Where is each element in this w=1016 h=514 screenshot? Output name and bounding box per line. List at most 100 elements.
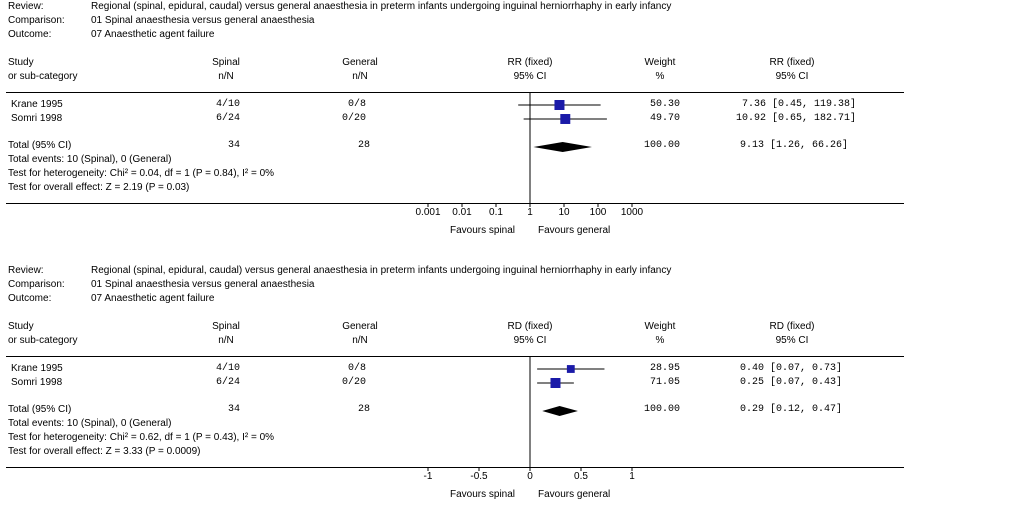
axis-tick-label: 1000 [621, 207, 644, 218]
header-measure: RR (fixed) [507, 57, 553, 68]
favours-right-label: Favours general [538, 225, 611, 236]
review-label: Review: [8, 265, 44, 276]
total-spinal: 34 [227, 140, 240, 151]
header-study-sub: or sub-category [8, 335, 78, 346]
axis-tick-label: -1 [424, 471, 433, 482]
forest-plot-svg: 0.001 0.01 0.1 1 10 100 1000 [415, 92, 644, 218]
forest-plot-panel-rd: Review: Regional (spinal, epidural, caud… [0, 264, 1016, 514]
study-weight: 28.95 [649, 363, 680, 374]
header-measure-2: RR (fixed) [769, 57, 815, 68]
overall-effect-test: Test for overall effect: Z = 2.19 (P = 0… [8, 182, 190, 193]
study-spinal-nn: 4/10 [215, 363, 240, 374]
axis-tick-label: -0.5 [470, 471, 488, 482]
heterogeneity-test: Test for heterogeneity: Chi² = 0.62, df … [8, 432, 275, 443]
outcome-label: Outcome: [8, 293, 52, 304]
study-spinal-nn: 6/24 [215, 377, 240, 388]
header-divider [6, 356, 904, 357]
header-spinal-nn: n/N [218, 71, 234, 82]
total-events: Total events: 10 (Spinal), 0 (General) [8, 154, 172, 165]
header-ci-2: 95% CI [775, 71, 809, 82]
outcome-label: Outcome: [8, 29, 52, 40]
total-general: 28 [357, 140, 370, 151]
header-measure: RD (fixed) [507, 321, 553, 332]
axis-tick-label: 1 [527, 207, 533, 218]
axis-tick-label: 100 [590, 207, 607, 218]
overall-effect-test: Test for overall effect: Z = 3.33 (P = 0… [8, 446, 201, 457]
bottom-divider [6, 467, 904, 468]
outcome-text: 07 Anaesthetic agent failure [91, 293, 215, 304]
axis-tick-label: 0.5 [574, 471, 588, 482]
axis-tick-label: 0.01 [452, 207, 472, 218]
header-weight: Weight [644, 321, 676, 332]
study-general-nn: 0/20 [341, 113, 366, 124]
review-label: Review: [8, 1, 44, 12]
header-spinal-nn: n/N [218, 335, 234, 346]
comparison-label: Comparison: [8, 279, 65, 290]
header-study-sub: or sub-category [8, 71, 78, 82]
total-spinal: 34 [227, 404, 240, 415]
axis-tick-label: 0.1 [489, 207, 503, 218]
header-general: General [342, 57, 378, 68]
study-marker [554, 100, 565, 110]
comparison-label: Comparison: [8, 15, 65, 26]
total-label: Total (95% CI) [8, 140, 72, 151]
study-marker [560, 114, 571, 124]
axis-tick-label: 0.001 [415, 207, 440, 218]
study-name: Somri 1998 [11, 113, 63, 124]
header-ci-2: 95% CI [775, 335, 809, 346]
forest-plot-panel-rr: Review: Regional (spinal, epidural, caud… [0, 0, 1016, 250]
header-ci: 95% CI [513, 71, 547, 82]
study-weight: 71.05 [649, 377, 680, 388]
total-estimate: 9.13 [1.26, 66.26] [739, 140, 848, 151]
header-ci: 95% CI [513, 335, 547, 346]
comparison-text: 01 Spinal anaesthesia versus general ana… [91, 15, 315, 26]
heterogeneity-test: Test for heterogeneity: Chi² = 0.04, df … [8, 168, 275, 179]
header-general-nn: n/N [352, 71, 368, 82]
review-text: Regional (spinal, epidural, caudal) vers… [91, 1, 672, 12]
study-name: Krane 1995 [11, 363, 63, 374]
header-weight-unit: % [655, 335, 665, 346]
favours-left-label: Favours spinal [450, 489, 516, 500]
bottom-divider [6, 203, 904, 204]
study-general-nn: 0/20 [341, 377, 366, 388]
axis-tick-label: 1 [629, 471, 635, 482]
pooled-diamond [542, 406, 578, 416]
total-weight: 100.00 [643, 140, 680, 151]
favours-left-label: Favours spinal [450, 225, 516, 236]
study-name: Somri 1998 [11, 377, 63, 388]
header-measure-2: RD (fixed) [769, 321, 815, 332]
study-general-nn: 0/8 [347, 363, 366, 374]
comparison-text: 01 Spinal anaesthesia versus general ana… [91, 279, 315, 290]
axis-tick-label: 0 [527, 471, 533, 482]
axis-tick-label: 10 [558, 207, 570, 218]
study-marker [566, 365, 575, 373]
header-weight-unit: % [655, 71, 665, 82]
total-label: Total (95% CI) [8, 404, 72, 415]
study-weight: 49.70 [649, 113, 680, 124]
header-spinal: Spinal [212, 57, 240, 68]
study-general-nn: 0/8 [347, 99, 366, 110]
study-estimate: 0.40 [0.07, 0.73] [739, 363, 842, 374]
total-weight: 100.00 [643, 404, 680, 415]
header-study: Study [8, 321, 34, 332]
study-marker [550, 378, 561, 388]
header-general-nn: n/N [352, 335, 368, 346]
study-spinal-nn: 6/24 [215, 113, 240, 124]
pooled-diamond [533, 142, 592, 152]
total-events: Total events: 10 (Spinal), 0 (General) [8, 418, 172, 429]
total-estimate: 0.29 [0.12, 0.47] [739, 404, 842, 415]
favours-right-label: Favours general [538, 489, 611, 500]
header-weight: Weight [644, 57, 676, 68]
study-estimate: 10.92 [0.65, 182.71] [735, 113, 856, 124]
study-weight: 50.30 [649, 99, 680, 110]
outcome-text: 07 Anaesthetic agent failure [91, 29, 215, 40]
header-general: General [342, 321, 378, 332]
header-study: Study [8, 57, 34, 68]
study-spinal-nn: 4/10 [215, 99, 240, 110]
study-estimate: 7.36 [0.45, 119.38] [741, 99, 856, 110]
header-divider [6, 92, 904, 93]
study-name: Krane 1995 [11, 99, 63, 110]
total-general: 28 [357, 404, 370, 415]
header-spinal: Spinal [212, 321, 240, 332]
review-text: Regional (spinal, epidural, caudal) vers… [91, 265, 672, 276]
